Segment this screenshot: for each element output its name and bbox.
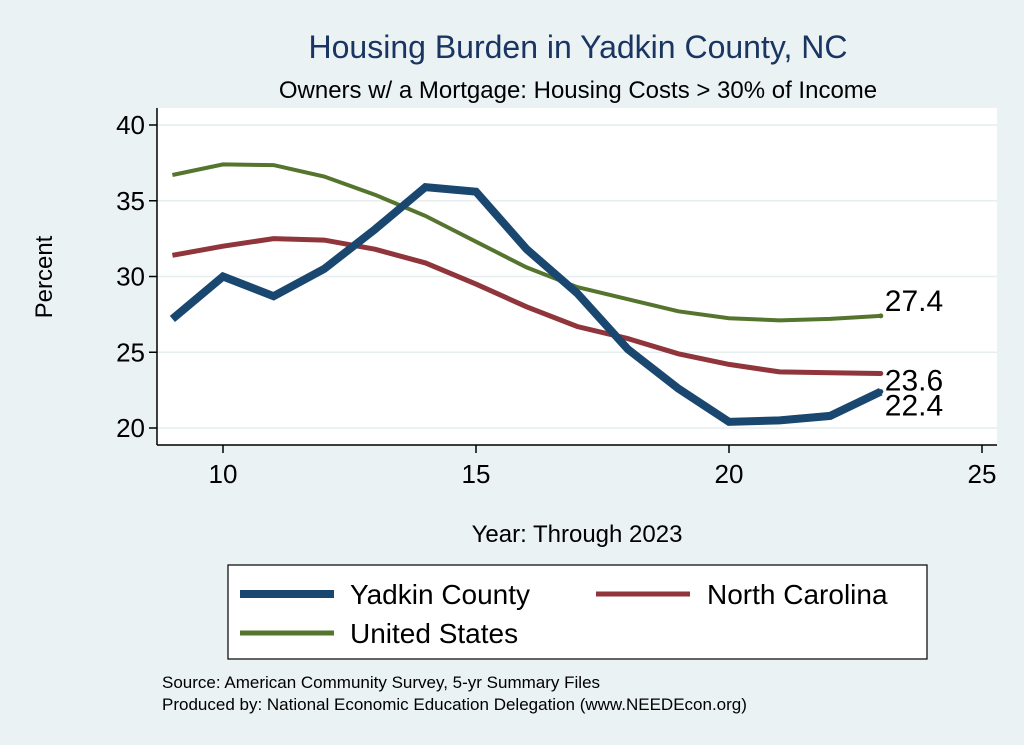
grid-layer xyxy=(157,124,997,429)
legend-label-united-states: United States xyxy=(350,618,518,649)
y-axis-title: Percent xyxy=(31,235,58,318)
producer-note: Produced by: National Economic Education… xyxy=(162,695,747,714)
x-axis-title: Year: Through 2023 xyxy=(472,521,683,548)
y-tick-label-25: 25 xyxy=(116,337,145,367)
y-tick-label-20: 20 xyxy=(116,413,145,443)
source-note: Source: American Community Survey, 5-yr … xyxy=(162,673,600,692)
x-tick-label-10: 10 xyxy=(209,459,238,489)
y-tick-label-35: 35 xyxy=(116,186,145,216)
legend: Yadkin County North Carolina United Stat… xyxy=(227,564,928,660)
tick-layer: 20 25 30 35 40 10 15 20 25 xyxy=(116,110,996,489)
series-end-point-united-states xyxy=(878,313,884,319)
series-layer xyxy=(169,162,884,426)
chart-title: Housing Burden in Yadkin County, NC xyxy=(309,29,848,65)
series-line-yadkin-county xyxy=(169,182,883,426)
series-line-united-states xyxy=(171,162,881,323)
legend-label-yadkin: Yadkin County xyxy=(350,579,530,610)
series-end-point-north-carolina xyxy=(878,370,884,376)
y-tick-label-30: 30 xyxy=(116,262,145,292)
end-label-yadkin-county: 22.4 xyxy=(885,390,943,423)
y-tick-label-40: 40 xyxy=(116,110,145,140)
legend-label-north-carolina: North Carolina xyxy=(707,579,888,610)
x-tick-label-25: 25 xyxy=(968,459,997,489)
end-label-united-states: 27.4 xyxy=(885,285,943,318)
x-tick-label-15: 15 xyxy=(462,459,491,489)
series-line-north-carolina xyxy=(171,236,881,376)
legend-box xyxy=(227,564,928,660)
chart-subtitle: Owners w/ a Mortgage: Housing Costs > 30… xyxy=(279,77,877,104)
end-label-north-carolina: 23.6 xyxy=(885,364,943,397)
x-tick-label-20: 20 xyxy=(715,459,744,489)
series-end-point-yadkin-county xyxy=(878,389,884,395)
end-label-layer: 22.423.6 27.4 xyxy=(885,285,943,423)
